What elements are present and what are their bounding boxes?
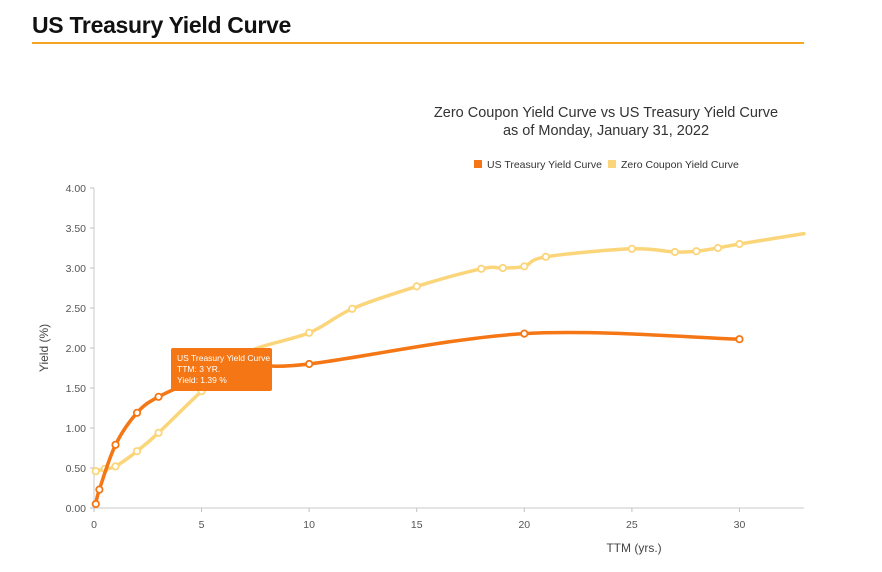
legend-item-zero-coupon[interactable]: Zero Coupon Yield Curve [608, 159, 739, 171]
series-layer [91, 231, 806, 509]
data-point-zero-coupon[interactable] [305, 328, 314, 337]
title-divider [32, 42, 804, 44]
x-tick-label: 30 [734, 519, 746, 531]
chart-subtitle: as of Monday, January 31, 2022 [503, 123, 709, 139]
x-tick-label: 10 [303, 519, 315, 531]
y-tick-label: 2.50 [66, 303, 87, 315]
legend-swatch-treasury [474, 160, 482, 168]
data-point-treasury[interactable] [735, 335, 744, 344]
tooltip-box [171, 348, 272, 391]
data-point-zero-coupon[interactable] [412, 282, 421, 291]
legend-item-treasury[interactable]: US Treasury Yield Curve [474, 159, 602, 171]
x-tick-label: 5 [199, 519, 205, 531]
legend: US Treasury Yield Curve Zero Coupon Yiel… [474, 159, 739, 171]
data-point-zero-coupon[interactable] [498, 263, 507, 273]
data-point-treasury[interactable] [132, 408, 142, 417]
data-point-treasury[interactable] [154, 392, 163, 401]
data-point-zero-coupon[interactable] [627, 244, 636, 253]
legend-label-zero-coupon: Zero Coupon Yield Curve [621, 159, 739, 171]
axes: 0.00 0.50 1.00 1.50 2.00 2.50 3.00 3.50 4.00 0 5 10… [66, 183, 804, 531]
page-title: US Treasury Yield Curve [32, 12, 292, 38]
data-point-zero-coupon[interactable] [520, 262, 529, 271]
legend-label-treasury: US Treasury Yield Curve [487, 159, 602, 171]
tooltip-series: US Treasury Yield Curve [177, 353, 270, 363]
data-point-treasury[interactable] [305, 359, 314, 369]
data-point-zero-coupon[interactable] [477, 264, 486, 273]
chart-title: Zero Coupon Yield Curve vs US Treasury Y… [434, 105, 778, 121]
y-tick-label: 3.50 [66, 223, 87, 235]
data-point-treasury[interactable] [95, 485, 104, 494]
y-axis-label: Yield (%) [37, 324, 51, 372]
data-point-treasury[interactable] [111, 440, 120, 449]
data-point-zero-coupon[interactable] [713, 243, 723, 253]
tooltip-ttm: TTM: 3 YR. [177, 364, 220, 374]
tooltip-yield: Yield: 1.39 % [177, 375, 227, 385]
y-tick-label: 2.00 [66, 343, 87, 355]
x-tick-label: 15 [411, 519, 423, 531]
data-point-zero-coupon[interactable] [132, 447, 142, 456]
data-point-zero-coupon[interactable] [670, 247, 680, 257]
y-tick-label: 4.00 [66, 183, 87, 195]
y-tick-label: 1.50 [66, 383, 87, 395]
y-tick-label: 3.00 [66, 263, 87, 275]
x-tick-label: 0 [91, 519, 97, 531]
data-point-treasury[interactable] [91, 499, 100, 509]
y-tick-label: 0.00 [66, 503, 87, 515]
legend-swatch-zero-coupon [608, 160, 616, 168]
data-point-zero-coupon[interactable] [735, 239, 744, 249]
data-point-treasury[interactable] [520, 329, 529, 338]
x-axis-label: TTM (yrs.) [606, 541, 661, 555]
data-point-zero-coupon[interactable] [154, 428, 163, 437]
y-tick-label: 1.00 [66, 423, 87, 435]
data-point-zero-coupon[interactable] [348, 304, 357, 313]
tooltip: US Treasury Yield Curve TTM: 3 YR. Yield… [171, 348, 272, 391]
y-tick-label: 0.50 [66, 463, 87, 475]
data-point-zero-coupon[interactable] [111, 462, 120, 471]
data-point-zero-coupon[interactable] [692, 247, 701, 256]
data-point-zero-coupon[interactable] [541, 252, 550, 261]
data-point-zero-coupon[interactable] [91, 467, 100, 476]
x-tick-label: 20 [518, 519, 530, 531]
x-tick-label: 25 [626, 519, 638, 531]
